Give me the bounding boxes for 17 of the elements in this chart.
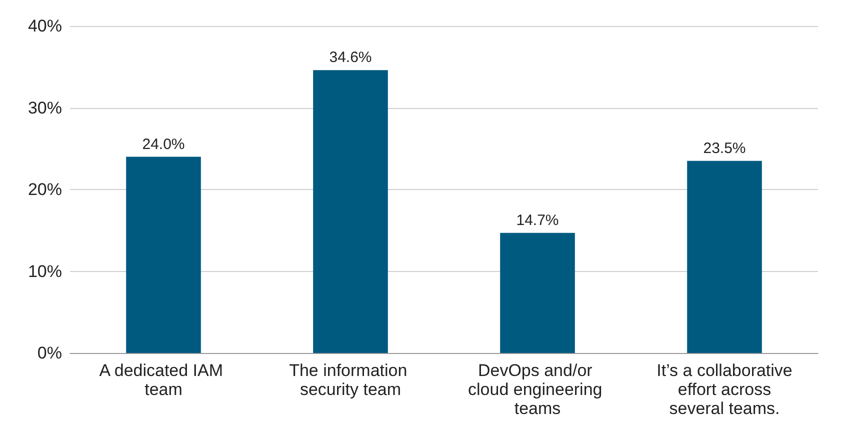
- bar: [500, 232, 575, 353]
- bar: [687, 160, 762, 353]
- x-tick-label: The information security team: [289, 361, 412, 399]
- bar: [313, 70, 388, 353]
- x-tick-label: DevOps and/or cloud engineering teams: [468, 361, 607, 418]
- data-label: 24.0%: [142, 136, 185, 153]
- data-label: 14.7%: [516, 212, 559, 229]
- y-tick-label: 40%: [28, 16, 62, 36]
- y-tick-label: 20%: [28, 180, 62, 199]
- y-tick-label: 0%: [37, 344, 62, 362]
- data-label: 34.6%: [329, 49, 372, 66]
- bar: [126, 156, 201, 353]
- x-tick-label: It’s a collaborative effort across several teams.: [656, 361, 792, 418]
- y-tick-label: 30%: [28, 98, 62, 118]
- y-tick-label: 10%: [28, 262, 62, 281]
- x-tick-label: A dedicated IAM team: [99, 361, 228, 399]
- data-label: 23.5%: [703, 140, 746, 157]
